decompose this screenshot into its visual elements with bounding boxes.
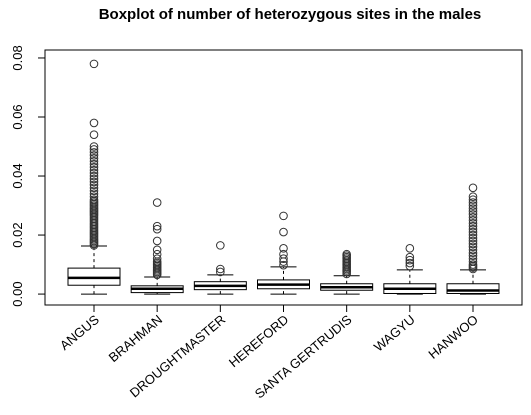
outlier xyxy=(89,177,99,187)
outlier xyxy=(468,215,478,225)
y-tick-label: 0.00 xyxy=(10,281,25,306)
box xyxy=(446,283,500,294)
outlier xyxy=(405,255,415,265)
outlier xyxy=(279,249,288,259)
outlier xyxy=(152,224,162,234)
outlier xyxy=(89,142,99,151)
outlier xyxy=(152,236,162,246)
outlier xyxy=(89,156,99,166)
x-tick-label: HEREFORD xyxy=(226,312,292,370)
outlier xyxy=(89,154,99,163)
outlier xyxy=(216,241,225,250)
x-tick-label: WAGYU xyxy=(371,312,418,355)
outlier xyxy=(152,221,162,231)
outlier xyxy=(468,248,478,258)
outlier xyxy=(89,192,99,201)
outlier xyxy=(152,245,162,255)
outlier xyxy=(468,213,478,222)
outlier xyxy=(468,233,478,243)
outlier xyxy=(468,195,478,204)
outlier xyxy=(89,168,99,178)
outlier xyxy=(468,254,478,263)
outlier xyxy=(279,227,288,237)
outlier xyxy=(89,189,99,199)
outlier xyxy=(89,159,99,169)
outlier xyxy=(89,151,99,160)
outlier xyxy=(152,249,162,259)
outlier xyxy=(216,264,225,274)
outlier xyxy=(405,261,415,271)
outlier xyxy=(468,198,478,207)
outlier xyxy=(89,59,99,69)
outlier xyxy=(468,230,478,240)
outlier xyxy=(468,236,478,246)
outlier xyxy=(468,251,478,261)
outlier xyxy=(89,174,99,184)
outlier xyxy=(89,180,99,190)
outlier xyxy=(89,148,99,157)
outlier xyxy=(89,145,99,154)
outlier xyxy=(405,258,415,268)
outlier xyxy=(468,260,478,269)
outlier xyxy=(89,162,99,172)
x-tick-label: ANGUS xyxy=(57,312,102,353)
outlier xyxy=(468,242,478,252)
outlier xyxy=(89,165,99,175)
outlier xyxy=(279,260,288,270)
outlier xyxy=(468,239,478,249)
outlier xyxy=(279,254,288,263)
outlier xyxy=(468,257,478,266)
outlier xyxy=(152,198,162,207)
outlier xyxy=(468,245,478,255)
outlier xyxy=(468,210,478,219)
outlier xyxy=(152,254,162,263)
outlier xyxy=(279,211,288,221)
outlier xyxy=(216,267,225,277)
y-tick-label: 0.08 xyxy=(10,45,25,70)
outlier xyxy=(89,186,99,196)
outlier xyxy=(89,195,99,204)
outlier xyxy=(468,204,478,213)
outlier xyxy=(468,207,478,216)
outlier xyxy=(89,118,99,128)
outlier xyxy=(89,171,99,181)
outlier xyxy=(342,249,351,259)
outlier xyxy=(468,221,478,231)
outlier xyxy=(468,183,478,193)
outlier xyxy=(468,227,478,237)
y-tick-label: 0.02 xyxy=(10,222,25,247)
y-tick-label: 0.04 xyxy=(10,163,25,188)
outlier xyxy=(468,218,478,228)
outlier xyxy=(468,201,478,210)
outlier xyxy=(468,192,478,201)
outlier xyxy=(405,252,415,262)
chart-title: Boxplot of number of heterozygous sites … xyxy=(99,6,482,23)
outlier xyxy=(89,130,99,140)
outlier xyxy=(468,224,478,234)
x-tick-label: HANWOO xyxy=(425,312,481,362)
outlier xyxy=(279,244,288,253)
outlier xyxy=(89,183,99,193)
y-tick-label: 0.06 xyxy=(10,104,25,129)
outlier xyxy=(405,244,415,253)
x-tick-label: BRAHMAN xyxy=(106,312,165,365)
